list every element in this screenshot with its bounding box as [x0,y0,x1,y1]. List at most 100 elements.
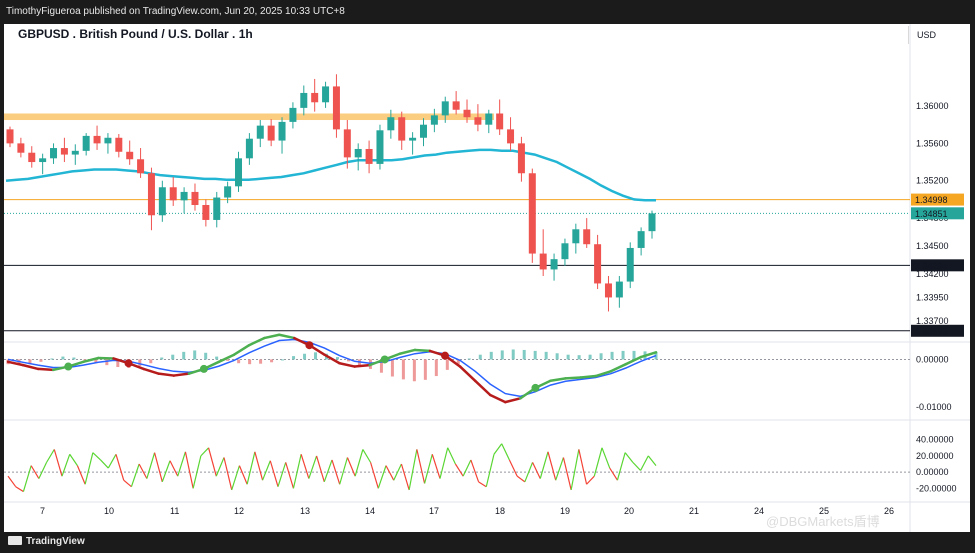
candle-body[interactable] [311,92,319,103]
candle-body[interactable] [572,229,580,244]
candle-body[interactable] [115,137,123,152]
candle-body[interactable] [332,86,340,130]
candle-body[interactable] [528,173,536,254]
candle-body[interactable] [267,125,275,141]
candle-body[interactable] [71,150,79,155]
candle-body[interactable] [561,243,569,260]
oscillator-line-segment [100,459,109,469]
macd-line-segment [473,379,492,397]
macd-cross-dot [199,364,208,373]
candle-body[interactable] [637,231,645,248]
oscillator-line-segment [184,451,194,489]
candle-body[interactable] [648,213,656,232]
osc-tick-label: 20.00000 [916,451,954,461]
candle-body[interactable] [278,121,286,141]
candle-body[interactable] [60,148,68,155]
macd-cross-dot [124,359,133,368]
candle-body[interactable] [224,186,232,198]
x-tick-label: 11 [170,506,179,516]
candle-body[interactable] [376,130,384,164]
tradingview-logo[interactable]: TradingView [8,536,85,547]
oscillator-line-segment [53,449,63,477]
candle-body[interactable] [147,173,155,216]
candle-body[interactable] [82,135,90,151]
macd-line-segment [157,372,176,377]
candle-body[interactable] [213,197,221,220]
macd-tick-label: -0.01000 [916,402,952,412]
candle-body[interactable] [17,143,25,153]
candle-body[interactable] [158,187,166,216]
candle-body[interactable] [398,117,406,141]
macd-histogram-bar [599,353,603,360]
candle-body[interactable] [474,117,482,125]
candle-body[interactable] [430,115,438,125]
chart-svg[interactable]: GBPUSD . British Pound / U.S. Dollar . 1… [4,24,970,532]
candle-body[interactable] [354,148,362,158]
oscillator-line-segment [200,447,210,457]
candle-body[interactable] [191,191,199,206]
oscillator-line-segment [30,465,40,479]
candle-body[interactable] [28,152,36,163]
macd-histogram-bar [434,359,438,377]
candle-body[interactable] [452,101,460,110]
macd-cross-dot [441,351,450,360]
candle-body[interactable] [343,129,351,158]
candle-body[interactable] [419,124,427,138]
candle-body[interactable] [594,244,602,284]
oscillator-line-segment [416,449,426,484]
candle-body[interactable] [507,129,515,144]
oscillator-line-segment [138,463,148,479]
candle-body[interactable] [235,158,243,187]
macd-histogram-bar [292,356,296,360]
macd-histogram-bar [489,351,493,360]
candle-body[interactable] [626,247,634,282]
candle-body[interactable] [104,137,112,144]
candle-body[interactable] [202,205,210,220]
oscillator-line-segment [616,452,626,481]
candle-body[interactable] [300,92,308,108]
candle-body[interactable] [6,129,14,144]
macd-line-segment [82,356,100,364]
candle-body[interactable] [441,101,449,116]
oscillator-line-segment [647,455,657,466]
candle-body[interactable] [93,135,101,144]
macd-line-segment [217,353,236,364]
candle-body[interactable] [256,125,264,139]
candle-body[interactable] [50,148,58,159]
macd-histogram-bar [555,353,559,360]
oscillator-line-segment [84,452,94,485]
price-label: 1.34851 [915,209,948,219]
candle-body[interactable] [169,187,177,201]
candle-body[interactable] [409,137,417,141]
macd-histogram-bar [456,359,460,365]
candle-body[interactable] [180,191,188,201]
macd-histogram-bar [116,359,120,368]
candle-body[interactable] [39,158,47,163]
candle-body[interactable] [485,113,493,125]
macd-histogram-bar [248,359,252,365]
candle-body[interactable] [583,229,591,245]
candle-body[interactable] [245,138,253,159]
candle-body[interactable] [387,117,395,131]
candle-body[interactable] [463,109,471,118]
x-tick-label: 24 [754,506,764,516]
chart-area[interactable]: GBPUSD . British Pound / U.S. Dollar . 1… [4,24,970,532]
candle-body[interactable] [137,159,145,174]
currency-label[interactable]: USD [908,26,966,44]
oscillator-line-segment [570,449,580,491]
candle-body[interactable] [289,107,297,122]
macd-histogram-bar [335,357,339,360]
x-tick-label: 10 [104,506,114,516]
tradingview-logo-icon [8,536,22,545]
oscillator-line-segment [22,465,32,492]
candle-body[interactable] [539,253,547,270]
candle-body[interactable] [550,259,558,270]
candle-body[interactable] [615,281,623,298]
candle-body[interactable] [126,151,134,160]
oscillator-line-segment [508,459,518,477]
candle-body[interactable] [322,86,330,103]
candle-body[interactable] [365,148,373,164]
candle-body[interactable] [496,113,504,130]
candle-body[interactable] [604,283,612,298]
candle-body[interactable] [517,143,525,174]
